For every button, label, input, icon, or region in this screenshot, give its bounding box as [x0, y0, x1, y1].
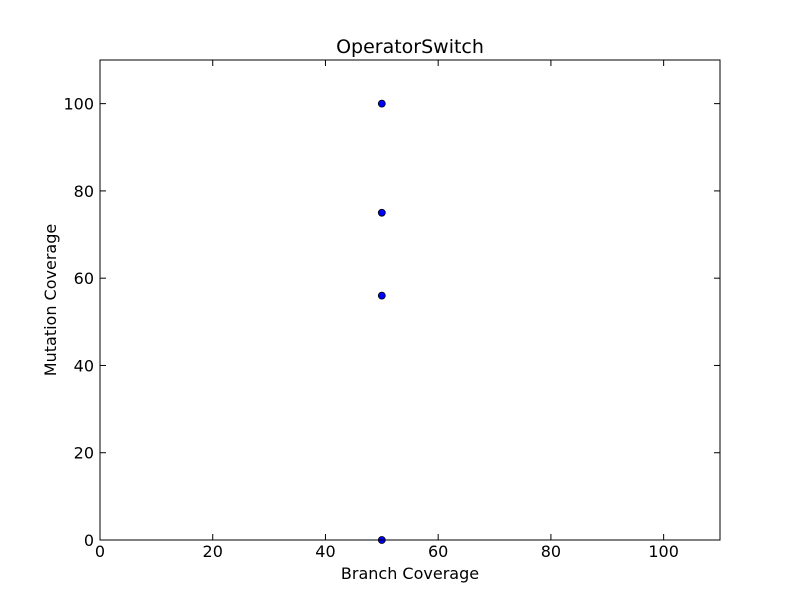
x-tick-label: 100 — [648, 542, 679, 561]
plot-frame — [99, 59, 721, 541]
x-tick-label: 40 — [315, 542, 335, 561]
x-tick-label: 0 — [95, 542, 105, 561]
scatter-point — [377, 99, 386, 108]
y-tick-label: 60 — [74, 269, 94, 288]
x-tick-label: 20 — [203, 542, 223, 561]
chart-title: OperatorSwitch — [336, 36, 484, 58]
scatter-point — [377, 291, 386, 300]
x-tick-label: 60 — [428, 542, 448, 561]
y-tick-label: 80 — [74, 182, 94, 201]
y-tick-label: 40 — [74, 356, 94, 375]
x-tick-label: 80 — [541, 542, 561, 561]
y-tick-label: 0 — [84, 531, 94, 550]
y-tick-label: 20 — [74, 444, 94, 463]
x-axis-label: Branch Coverage — [341, 564, 479, 583]
y-axis-label: Mutation Coverage — [41, 224, 60, 376]
scatter-point — [377, 208, 386, 217]
ticks-layer: 0 20 40 60 80 100 0 20 40 60 80 100 — [63, 60, 720, 561]
y-tick-label: 100 — [63, 95, 94, 114]
